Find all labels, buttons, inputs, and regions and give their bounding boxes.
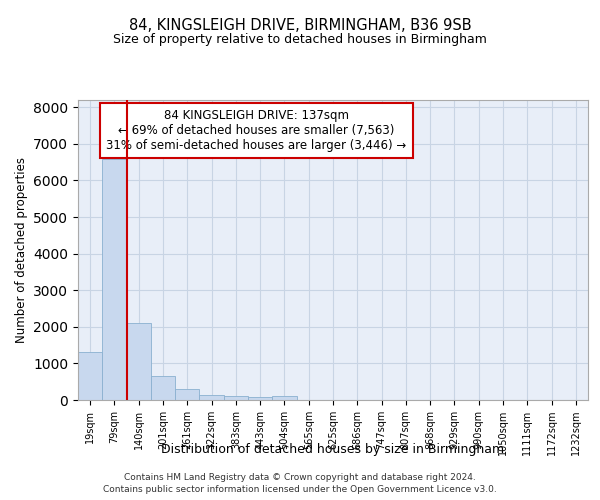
Text: Size of property relative to detached houses in Birmingham: Size of property relative to detached ho…: [113, 32, 487, 46]
Text: Distribution of detached houses by size in Birmingham: Distribution of detached houses by size …: [161, 442, 505, 456]
Bar: [175, 389, 199, 400]
Text: Contains public sector information licensed under the Open Government Licence v3: Contains public sector information licen…: [103, 485, 497, 494]
Bar: [248, 398, 272, 400]
Bar: [78, 352, 102, 400]
Text: 84, KINGSLEIGH DRIVE, BIRMINGHAM, B36 9SB: 84, KINGSLEIGH DRIVE, BIRMINGHAM, B36 9S…: [128, 18, 472, 32]
Bar: [272, 396, 296, 400]
Y-axis label: Number of detached properties: Number of detached properties: [14, 157, 28, 343]
Bar: [151, 376, 175, 400]
Bar: [127, 323, 151, 400]
Text: 84 KINGSLEIGH DRIVE: 137sqm
← 69% of detached houses are smaller (7,563)
31% of : 84 KINGSLEIGH DRIVE: 137sqm ← 69% of det…: [106, 109, 407, 152]
Bar: [102, 158, 127, 400]
Bar: [224, 396, 248, 400]
Bar: [199, 395, 224, 400]
Text: Contains HM Land Registry data © Crown copyright and database right 2024.: Contains HM Land Registry data © Crown c…: [124, 472, 476, 482]
